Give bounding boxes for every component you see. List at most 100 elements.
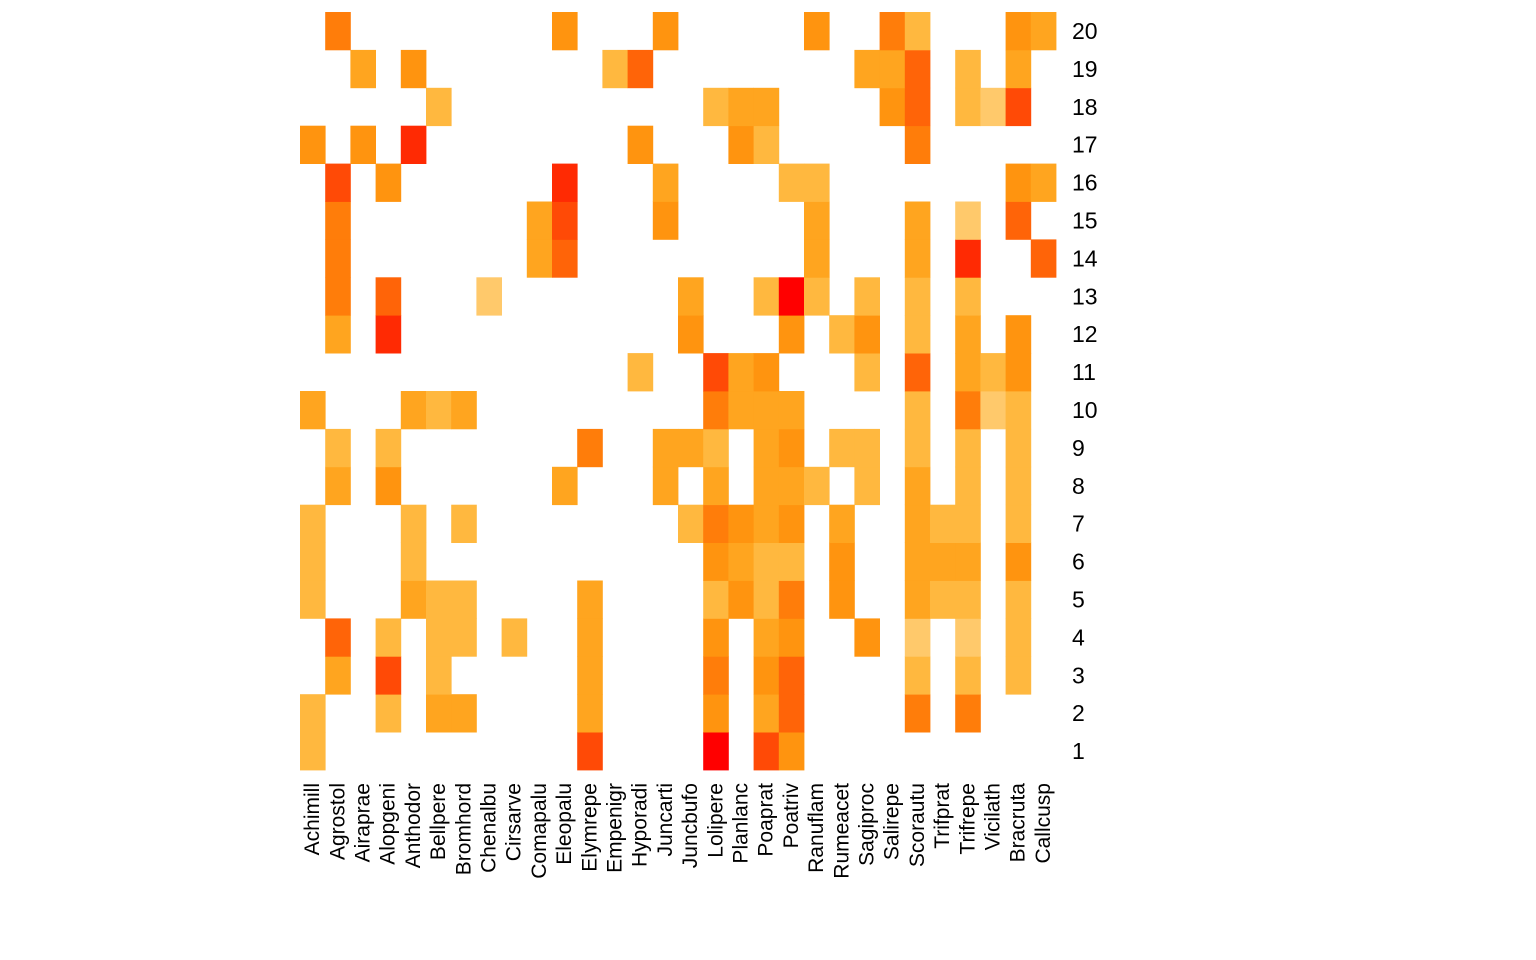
heatmap-cell-Bracruta-7 [1005,504,1032,543]
heatmap-cell-Vicilath-10 [980,391,1006,430]
heatmap-cell-Ranuflam-15 [804,201,830,240]
heatmap-cell-Scorautu-6 [904,542,931,581]
heatmap-cell-Achimill-1 [300,732,326,771]
heatmap-cell-Poaprat-9 [753,428,780,468]
heatmap-cell-Alopgeni-8 [375,466,402,506]
heatmap-cell-Ranuflam-20 [804,12,830,51]
heatmap-cell-Rumeacet-6 [829,542,855,581]
heatmap-cell-Poaprat-17 [753,125,780,164]
heatmap-cell-Juncarti-9 [652,428,679,468]
heatmap-cell-Scorautu-13 [904,277,931,316]
heatmap-cell-Lolipere-7 [703,504,729,543]
heatmap-cell-Bellpere-3 [426,656,452,695]
y-tick-label-5: 5 [1072,586,1085,612]
heatmap-cell-Trifprat-5 [930,580,956,619]
heatmap-cell-Achimill-5 [300,580,326,619]
y-tick-label-10: 10 [1072,397,1098,423]
heatmap-cell-Poatriv-3 [778,656,805,695]
heatmap-cell-Trifrepe-13 [955,277,981,316]
heatmap-cell-Ranuflam-16 [804,163,830,202]
heatmap-cell-Callcusp-16 [1030,163,1057,202]
heatmap-cell-Trifrepe-18 [955,87,981,127]
heatmap-cells [300,12,1057,771]
x-tick-label-Bromhord: Bromhord [452,783,475,875]
x-tick-label-Elymrepe: Elymrepe [578,783,601,872]
heatmap-cell-Bracruta-11 [1005,353,1032,392]
y-tick-label-16: 16 [1072,170,1098,196]
heatmap-cell-Bromhord-7 [451,504,477,543]
x-tick-label-Hyporadi: Hyporadi [629,783,652,867]
y-tick-label-11: 11 [1072,359,1096,385]
heatmap-cell-Achimill-2 [300,694,326,733]
heatmap-cell-Scorautu-4 [904,618,931,657]
y-tick-label-9: 9 [1072,435,1085,461]
x-tick-label-Poaprat: Poaprat [755,783,778,857]
x-tick-label-Poatriv: Poatriv [780,783,803,849]
y-tick-label-1: 1 [1072,738,1085,764]
heatmap-cell-Elymrepe-2 [577,694,603,733]
heatmap-cell-Poatriv-4 [778,618,805,657]
heatmap-cell-Scorautu-5 [904,580,931,619]
y-tick-label-14: 14 [1072,245,1098,271]
heatmap-cell-Juncbufo-13 [678,277,704,316]
heatmap-cell-Poatriv-12 [778,315,805,354]
heatmap-cell-Alopgeni-3 [375,656,402,695]
heatmap-cell-Salirepe-20 [879,12,906,51]
y-tick-label-12: 12 [1072,321,1098,347]
heatmap-cell-Rumeacet-9 [829,428,855,468]
heatmap-cell-Scorautu-19 [904,49,931,89]
heatmap-cell-Poatriv-7 [778,504,805,543]
y-tick-label-7: 7 [1072,511,1085,537]
heatmap-cell-Bellpere-2 [426,694,452,733]
heatmap-cell-Elymrepe-4 [577,618,603,657]
y-tick-label-17: 17 [1072,132,1098,158]
heatmap-cell-Agrostol-15 [325,201,351,240]
heatmap-cell-Achimill-10 [300,391,326,430]
heatmap-cell-Poaprat-2 [753,694,780,733]
heatmap-cell-Poatriv-10 [778,391,805,430]
heatmap-cell-Rumeacet-7 [829,504,855,543]
heatmap-cell-Bracruta-8 [1005,466,1032,506]
heatmap-cell-Trifrepe-9 [955,428,981,468]
heatmap-cell-Lolipere-11 [703,353,729,392]
heatmap-cell-Comapalu-14 [526,239,553,278]
heatmap-cell-Planlanc-10 [728,391,754,430]
heatmap-cell-Hyporadi-17 [627,125,654,164]
heatmap-cell-Bracruta-10 [1005,391,1032,430]
heatmap-cell-Scorautu-9 [904,428,931,468]
heatmap-cell-Hyporadi-19 [627,49,654,89]
heatmap-cell-Bracruta-9 [1005,428,1032,468]
y-tick-label-2: 2 [1072,700,1085,726]
heatmap-cell-Eleopalu-14 [552,239,578,278]
heatmap-cell-Bracruta-4 [1005,618,1032,657]
x-tick-label-Anthodor: Anthodor [402,783,425,868]
heatmap-cell-Alopgeni-12 [375,315,402,354]
x-tick-label-Scorautu: Scorautu [906,783,929,867]
heatmap-cell-Sagiproc-8 [854,466,880,506]
x-tick-label-Achimill: Achimill [301,783,324,855]
x-tick-label-Rumeacet: Rumeacet [830,783,853,879]
heatmap-cell-Poatriv-16 [778,163,805,202]
x-tick-label-Planlanc: Planlanc [730,783,753,864]
heatmap-cell-Scorautu-2 [904,694,931,733]
heatmap-cell-Bromhord-10 [451,391,477,430]
heatmap-cell-Sagiproc-11 [854,353,880,392]
heatmap-cell-Juncarti-16 [652,163,679,202]
heatmap-cell-Trifrepe-6 [955,542,981,581]
x-tick-label-Alopgeni: Alopgeni [377,783,400,865]
heatmap-cell-Bellpere-10 [426,391,452,430]
heatmap-cell-Scorautu-17 [904,125,931,164]
x-tick-label-Agrostol: Agrostol [326,783,349,860]
x-tick-label-Lolipere: Lolipere [704,783,727,858]
heatmap-cell-Trifrepe-12 [955,315,981,354]
x-tick-label-Chenalbu: Chenalbu [478,783,501,873]
y-tick-label-6: 6 [1072,549,1085,575]
heatmap-cell-Juncarti-15 [652,201,679,240]
heatmap-cell-Poaprat-11 [753,353,780,392]
x-tick-label-Trifprat: Trifprat [931,783,954,849]
heatmap-cell-Trifrepe-19 [955,49,981,89]
heatmap-cell-Bromhord-2 [451,694,477,733]
heatmap-cell-Alopgeni-2 [375,694,402,733]
heatmap-cell-Trifrepe-2 [955,694,981,733]
heatmap-cell-Sagiproc-13 [854,277,880,316]
